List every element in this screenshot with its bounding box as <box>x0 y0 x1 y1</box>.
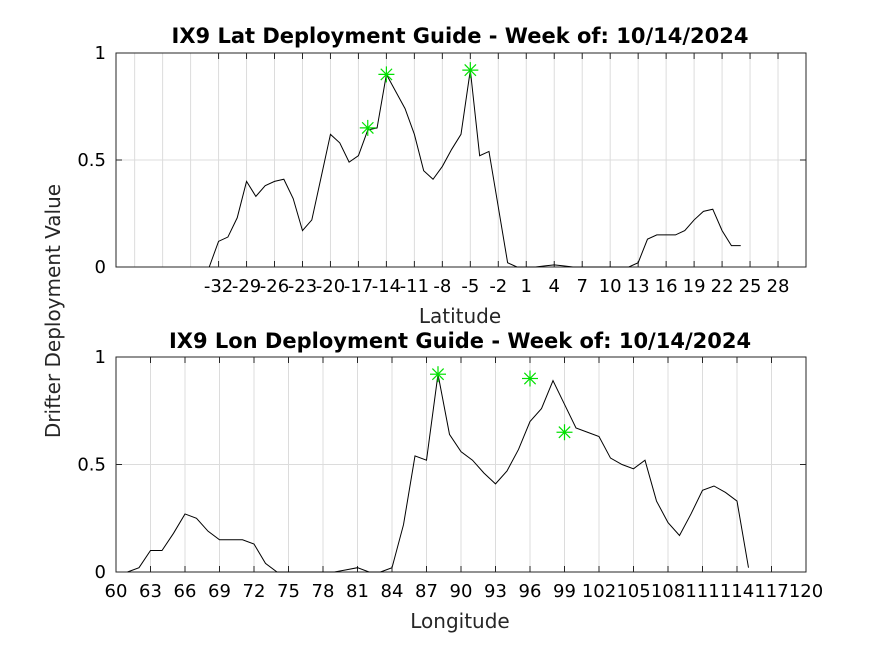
lat-x-tick-label: 28 <box>767 276 790 297</box>
lat-peak-marker <box>462 62 479 79</box>
lon-x-tick-label: 111 <box>685 581 719 602</box>
lon-y-tick-label: 0.5 <box>77 455 106 476</box>
lat-chart-panel: IX9 Lat Deployment Guide - Week of: 10/1… <box>77 24 807 328</box>
lon-chart-panel: IX9 Lon Deployment Guide - Week of: 10/1… <box>77 329 823 633</box>
lat-x-tick-label: 25 <box>739 276 762 297</box>
lat-y-tick-label: 0.5 <box>77 150 106 171</box>
lat-x-axis-label: Latitude <box>419 304 501 328</box>
lon-x-tick-label: 69 <box>208 581 231 602</box>
lon-chart-title: IX9 Lon Deployment Guide - Week of: 10/1… <box>169 329 751 353</box>
lon-x-tick-label: 99 <box>553 581 576 602</box>
lon-x-tick-label: 114 <box>720 581 754 602</box>
lat-data-line <box>208 70 741 268</box>
lat-peak-marker <box>359 119 376 136</box>
lat-peak-marker-stroke <box>380 68 393 81</box>
lat-x-tick-label: 13 <box>627 276 650 297</box>
lat-x-tick-label: -23 <box>288 276 317 297</box>
lon-x-axis-label: Longitude <box>410 609 509 633</box>
lat-x-tick-label: -20 <box>316 276 345 297</box>
lon-x-tick-label: 87 <box>415 581 438 602</box>
lat-x-tick-label: 1 <box>521 276 532 297</box>
lon-y-tick-label: 0 <box>95 562 106 583</box>
lat-x-tick-label: 4 <box>549 276 560 297</box>
lon-x-tick-label: 78 <box>312 581 335 602</box>
lon-peak-marker-stroke <box>558 426 571 439</box>
lon-x-tick-label: 120 <box>789 581 823 602</box>
lat-x-tick-label: -26 <box>260 276 289 297</box>
lon-x-tick-label: 81 <box>346 581 369 602</box>
lon-x-tick-label: 72 <box>243 581 266 602</box>
lat-x-tick-label: 16 <box>655 276 678 297</box>
lat-peak-marker <box>378 66 395 83</box>
lat-x-tick-label: -14 <box>372 276 401 297</box>
lat-peak-marker-stroke <box>464 64 477 77</box>
lon-x-tick-label: 75 <box>277 581 300 602</box>
lat-x-tick-label: -11 <box>400 276 429 297</box>
lon-x-tick-label: 63 <box>139 581 162 602</box>
lat-x-tick-label: 7 <box>576 276 587 297</box>
lat-x-tick-label: -2 <box>489 276 507 297</box>
lat-chart-title: IX9 Lat Deployment Guide - Week of: 10/1… <box>172 24 749 48</box>
lat-y-tick-label: 0 <box>95 257 106 278</box>
lat-x-tick-label: 22 <box>711 276 734 297</box>
lon-x-tick-label: 102 <box>582 581 616 602</box>
lat-x-tick-label: 19 <box>683 276 706 297</box>
lon-x-tick-label: 60 <box>105 581 128 602</box>
y-axis-label: Drifter Deployment Value <box>41 184 65 438</box>
lon-x-tick-label: 105 <box>616 581 650 602</box>
lon-peak-marker-stroke <box>523 372 537 385</box>
lon-x-tick-label: 96 <box>519 581 542 602</box>
lon-x-tick-label: 117 <box>754 581 788 602</box>
lat-x-tick-label: -32 <box>204 276 233 297</box>
lon-x-tick-label: 90 <box>450 581 473 602</box>
lon-x-tick-label: 66 <box>174 581 197 602</box>
lat-x-tick-label: -5 <box>461 276 479 297</box>
lat-x-tick-label: -29 <box>232 276 261 297</box>
lon-peak-marker-stroke <box>431 368 445 381</box>
lat-x-tick-label: 10 <box>599 276 622 297</box>
lon-peak-marker <box>556 424 573 441</box>
lon-x-tick-label: 93 <box>484 581 507 602</box>
lat-peak-marker-stroke <box>361 121 374 134</box>
lon-x-tick-label: 84 <box>381 581 404 602</box>
lon-x-tick-label: 108 <box>651 581 685 602</box>
lon-y-tick-label: 1 <box>95 347 106 368</box>
lat-y-tick-label: 1 <box>95 43 106 64</box>
lon-peak-marker <box>430 366 446 383</box>
lon-peak-marker <box>522 370 538 387</box>
lat-x-tick-label: -8 <box>433 276 451 297</box>
lat-x-tick-label: -17 <box>344 276 373 297</box>
